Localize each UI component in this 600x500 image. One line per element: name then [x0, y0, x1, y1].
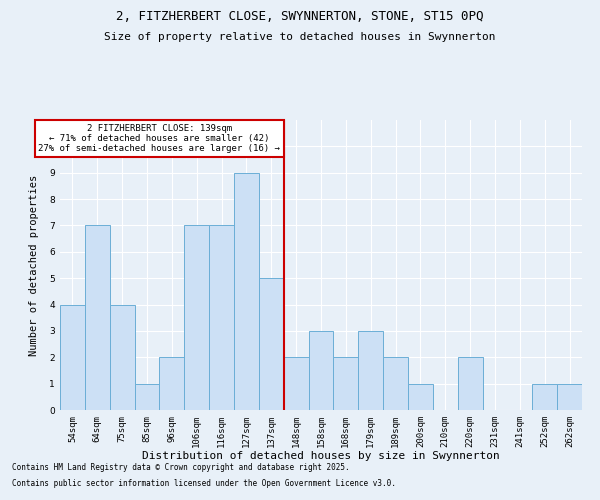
X-axis label: Distribution of detached houses by size in Swynnerton: Distribution of detached houses by size … [142, 452, 500, 462]
Bar [234, 172, 259, 410]
Bar [408, 384, 433, 410]
Text: Contains public sector information licensed under the Open Government Licence v3: Contains public sector information licen… [12, 478, 396, 488]
Bar [383, 358, 408, 410]
Bar [60, 304, 85, 410]
Bar [334, 358, 358, 410]
Y-axis label: Number of detached properties: Number of detached properties [29, 174, 40, 356]
Text: Size of property relative to detached houses in Swynnerton: Size of property relative to detached ho… [104, 32, 496, 42]
Text: 2, FITZHERBERT CLOSE, SWYNNERTON, STONE, ST15 0PQ: 2, FITZHERBERT CLOSE, SWYNNERTON, STONE,… [116, 10, 484, 23]
Bar [259, 278, 284, 410]
Bar [134, 384, 160, 410]
Bar [110, 304, 134, 410]
Text: 2 FITZHERBERT CLOSE: 139sqm
← 71% of detached houses are smaller (42)
27% of sem: 2 FITZHERBERT CLOSE: 139sqm ← 71% of det… [38, 124, 280, 154]
Bar [308, 331, 334, 410]
Bar [85, 226, 110, 410]
Bar [284, 358, 308, 410]
Bar [557, 384, 582, 410]
Text: Contains HM Land Registry data © Crown copyright and database right 2025.: Contains HM Land Registry data © Crown c… [12, 464, 350, 472]
Bar [458, 358, 482, 410]
Bar [209, 226, 234, 410]
Bar [184, 226, 209, 410]
Bar [358, 331, 383, 410]
Bar [532, 384, 557, 410]
Bar [160, 358, 184, 410]
